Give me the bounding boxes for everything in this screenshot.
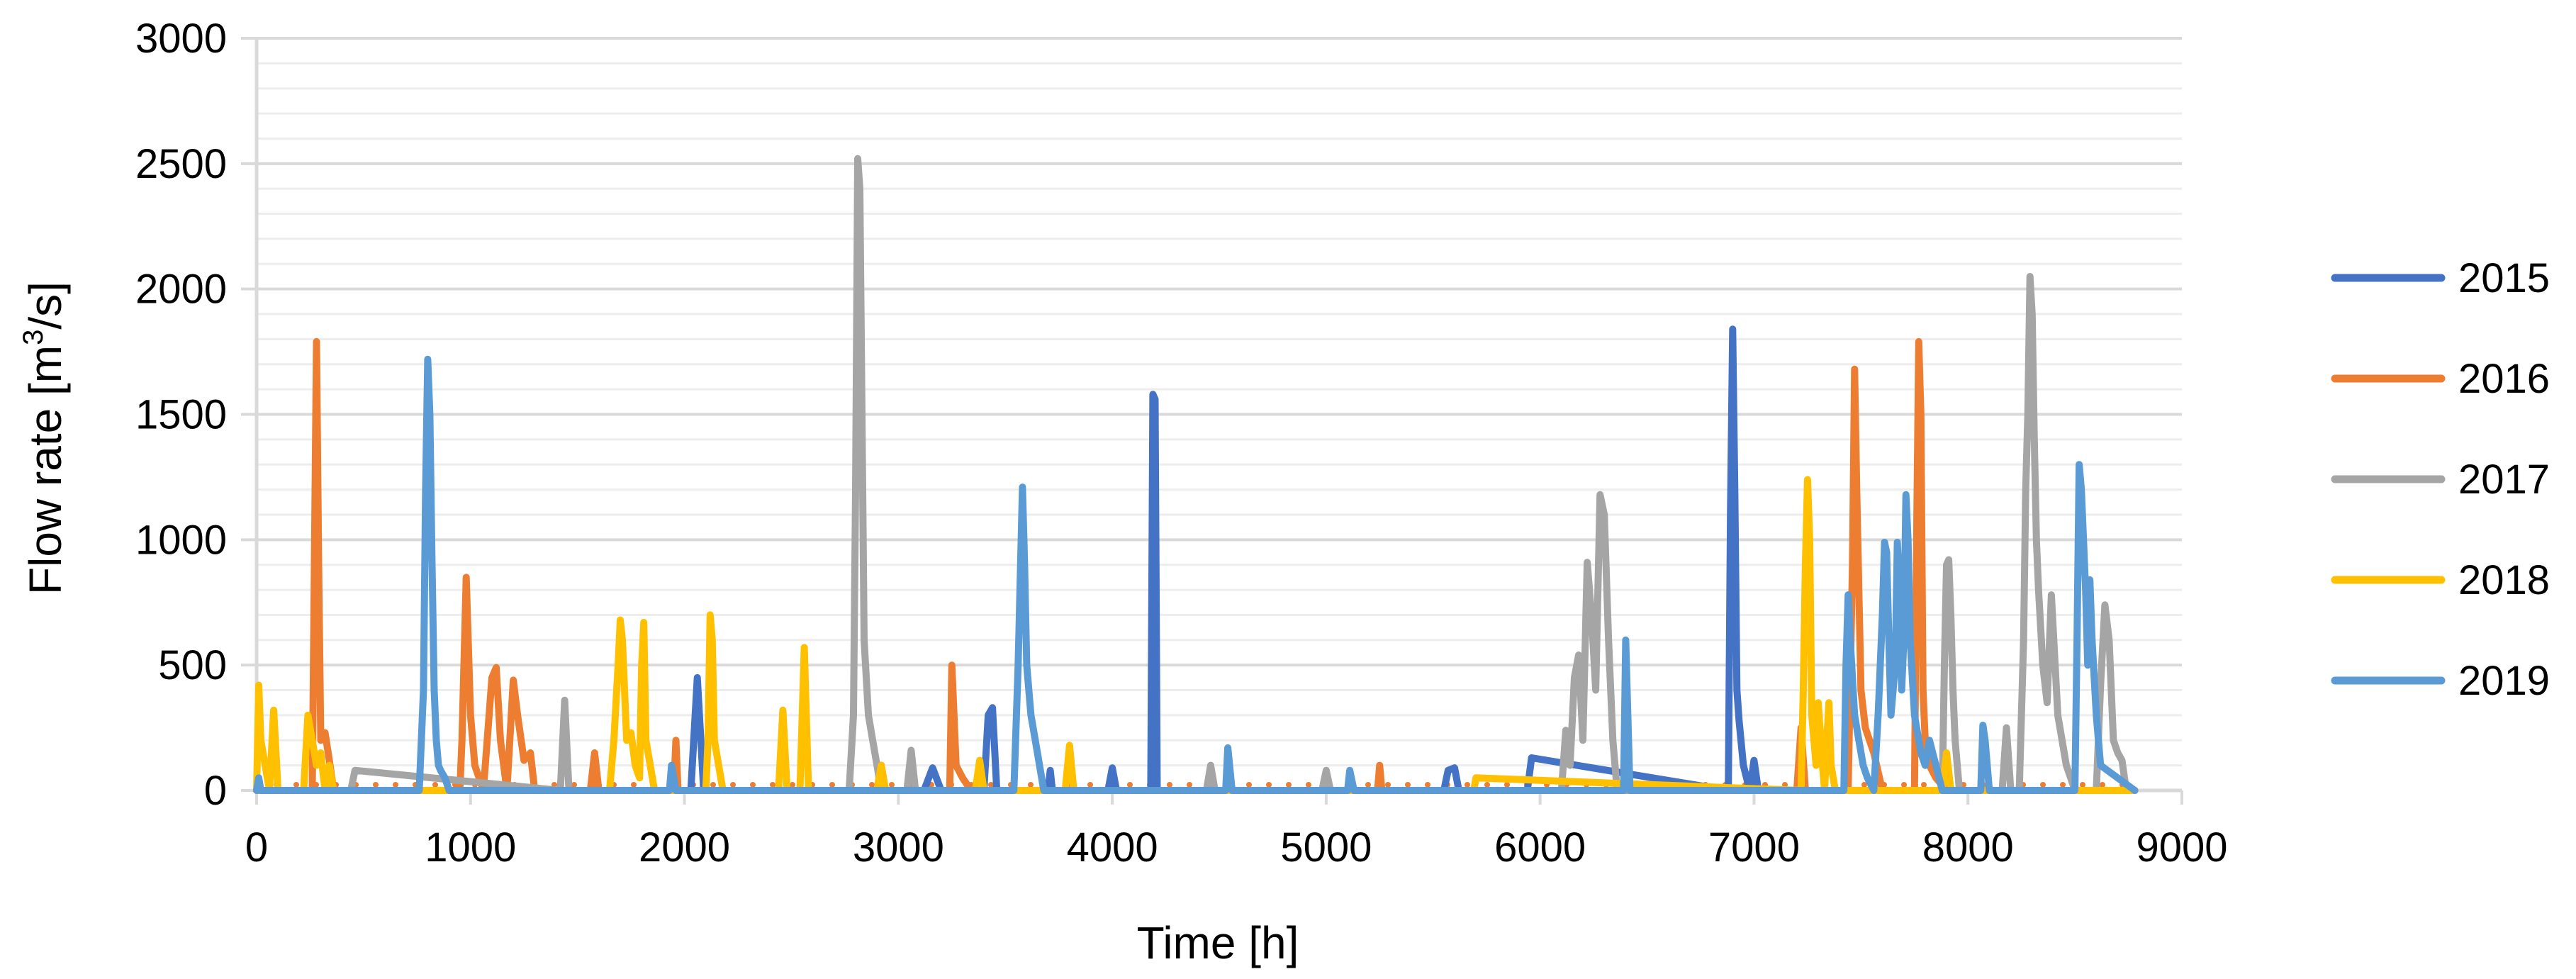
x-tick-labels: 0 1000 2000 3000 4000 5000 6000 7000 8000 9000	[245, 824, 2228, 871]
y-tick-label: 1500	[135, 392, 227, 438]
legend-label-2018: 2018	[2458, 557, 2550, 603]
minor-gridlines	[257, 62, 2182, 767]
legend-label-2019: 2019	[2458, 658, 2550, 704]
x-axis-title: Time [h]	[1137, 917, 1299, 968]
series-line-2015	[253, 325, 2139, 794]
y-tick-labels: 0 500 1000 1500 2000 2500 3000	[135, 16, 227, 814]
x-tick-label: 1000	[425, 824, 516, 871]
x-tick-label: 3000	[853, 824, 944, 871]
y-tick-label: 500	[158, 642, 227, 688]
y-axis-title-end: /s]	[20, 281, 71, 330]
y-axis-title-main: Flow rate [m	[20, 345, 71, 595]
x-tick-label: 2000	[639, 824, 730, 871]
y-tick-label: 0	[204, 768, 227, 814]
legend-label-2016: 2016	[2458, 356, 2550, 402]
x-tick-label: 0	[245, 824, 268, 871]
series-line-2017	[253, 155, 2139, 794]
y-axis-title: Flow rate [m3/s]	[18, 281, 71, 595]
series-line-2019	[253, 355, 2139, 794]
legend-label-2017: 2017	[2458, 457, 2550, 503]
legend-label-2015: 2015	[2458, 255, 2550, 301]
y-tick-label: 2000	[135, 267, 227, 313]
legend: 2015 2016 2017 2018 2019	[2331, 255, 2550, 704]
x-tick-label: 7000	[1708, 824, 1800, 871]
y-tick-label: 2500	[135, 141, 227, 187]
x-tick-label: 5000	[1280, 824, 1372, 871]
y-axis-title-superscript: 3	[18, 330, 49, 345]
x-tick-label: 4000	[1067, 824, 1158, 871]
series-line-2018	[253, 476, 2139, 794]
y-tick-label: 3000	[135, 16, 227, 62]
x-tick-label: 6000	[1494, 824, 1586, 871]
x-tick-label: 9000	[2136, 824, 2227, 871]
x-tick-label: 8000	[1922, 824, 2014, 871]
series-lines	[253, 155, 2139, 794]
y-tick-label: 1000	[135, 517, 227, 563]
